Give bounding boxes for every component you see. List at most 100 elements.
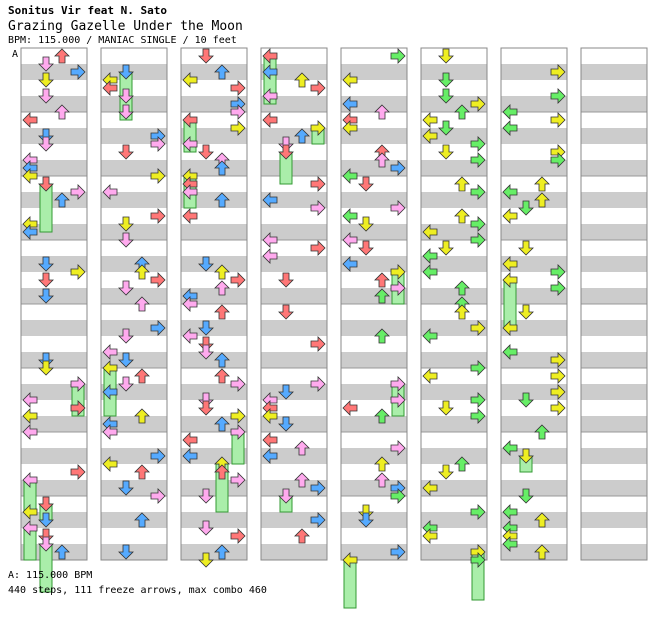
left-arrow-icon <box>102 456 118 472</box>
right-arrow-icon <box>310 376 326 392</box>
left-arrow-icon <box>342 400 358 416</box>
up-arrow-icon <box>534 544 550 560</box>
up-arrow-icon <box>374 152 390 168</box>
left-arrow-icon <box>182 448 198 464</box>
down-arrow-icon <box>118 376 134 392</box>
down-arrow-icon <box>38 136 54 152</box>
right-arrow-icon <box>550 352 566 368</box>
right-arrow-icon <box>150 272 166 288</box>
right-arrow-icon <box>550 112 566 128</box>
right-arrow-icon <box>310 200 326 216</box>
right-arrow-icon <box>390 280 406 296</box>
right-arrow-icon <box>470 152 486 168</box>
down-arrow-icon <box>118 328 134 344</box>
down-arrow-icon <box>198 392 214 408</box>
right-arrow-icon <box>310 512 326 528</box>
down-arrow-icon <box>358 176 374 192</box>
down-arrow-icon <box>198 400 214 416</box>
down-arrow-icon <box>198 520 214 536</box>
down-arrow-icon <box>198 48 214 64</box>
left-arrow-icon <box>502 504 518 520</box>
down-arrow-icon <box>198 336 214 352</box>
up-arrow-icon <box>214 304 230 320</box>
right-arrow-icon <box>390 48 406 64</box>
down-arrow-icon <box>118 64 134 80</box>
song-artist: Sonitus Vir feat N. Sato <box>8 4 167 17</box>
up-arrow-icon <box>534 176 550 192</box>
up-arrow-icon <box>454 176 470 192</box>
down-arrow-icon <box>438 144 454 160</box>
up-arrow-icon <box>374 104 390 120</box>
down-arrow-icon <box>518 240 534 256</box>
up-arrow-icon <box>454 104 470 120</box>
left-arrow-icon <box>422 480 438 496</box>
right-arrow-icon <box>310 240 326 256</box>
up-arrow-icon <box>214 464 230 480</box>
down-arrow-icon <box>118 480 134 496</box>
chart-column <box>20 47 88 561</box>
left-arrow-icon <box>102 80 118 96</box>
up-arrow-icon <box>374 456 390 472</box>
right-arrow-icon <box>470 552 486 568</box>
left-arrow-icon <box>262 192 278 208</box>
down-arrow-icon <box>278 304 294 320</box>
up-arrow-icon <box>374 272 390 288</box>
up-arrow-icon <box>374 472 390 488</box>
right-arrow-icon <box>470 392 486 408</box>
chart-column <box>580 47 648 561</box>
up-arrow-icon <box>534 192 550 208</box>
left-arrow-icon <box>502 320 518 336</box>
chart-column <box>420 47 488 561</box>
left-arrow-icon <box>422 328 438 344</box>
up-arrow-icon <box>214 264 230 280</box>
right-arrow-icon <box>470 216 486 232</box>
left-arrow-icon <box>422 112 438 128</box>
up-arrow-icon <box>534 512 550 528</box>
right-arrow-icon <box>470 320 486 336</box>
left-arrow-icon <box>102 344 118 360</box>
up-arrow-icon <box>294 528 310 544</box>
left-arrow-icon <box>102 424 118 440</box>
right-arrow-icon <box>70 64 86 80</box>
chart-column <box>340 47 408 561</box>
up-arrow-icon <box>454 456 470 472</box>
up-arrow-icon <box>54 48 70 64</box>
down-arrow-icon <box>358 240 374 256</box>
down-arrow-icon <box>118 216 134 232</box>
down-arrow-icon <box>38 352 54 368</box>
down-arrow-icon <box>358 512 374 528</box>
left-arrow-icon <box>502 272 518 288</box>
up-arrow-icon <box>214 352 230 368</box>
down-arrow-icon <box>118 352 134 368</box>
right-arrow-icon <box>150 168 166 184</box>
song-title: Grazing Gazelle Under the Moon <box>8 19 243 34</box>
left-arrow-icon <box>102 360 118 376</box>
down-arrow-icon <box>38 536 54 552</box>
right-arrow-icon <box>550 400 566 416</box>
down-arrow-icon <box>118 544 134 560</box>
left-arrow-icon <box>502 256 518 272</box>
right-arrow-icon <box>150 320 166 336</box>
right-arrow-icon <box>470 408 486 424</box>
left-arrow-icon <box>342 552 358 568</box>
right-arrow-icon <box>310 80 326 96</box>
down-arrow-icon <box>38 272 54 288</box>
down-arrow-icon <box>38 288 54 304</box>
right-arrow-icon <box>150 448 166 464</box>
down-arrow-icon <box>438 240 454 256</box>
down-arrow-icon <box>438 48 454 64</box>
down-arrow-icon <box>438 400 454 416</box>
left-arrow-icon <box>502 120 518 136</box>
left-arrow-icon <box>422 368 438 384</box>
down-arrow-icon <box>38 512 54 528</box>
left-arrow-icon <box>262 408 278 424</box>
left-arrow-icon <box>502 440 518 456</box>
down-arrow-icon <box>118 104 134 120</box>
up-arrow-icon <box>294 440 310 456</box>
left-arrow-icon <box>502 104 518 120</box>
down-arrow-icon <box>518 304 534 320</box>
right-arrow-icon <box>550 368 566 384</box>
right-arrow-icon <box>150 488 166 504</box>
right-arrow-icon <box>550 384 566 400</box>
down-arrow-icon <box>38 72 54 88</box>
